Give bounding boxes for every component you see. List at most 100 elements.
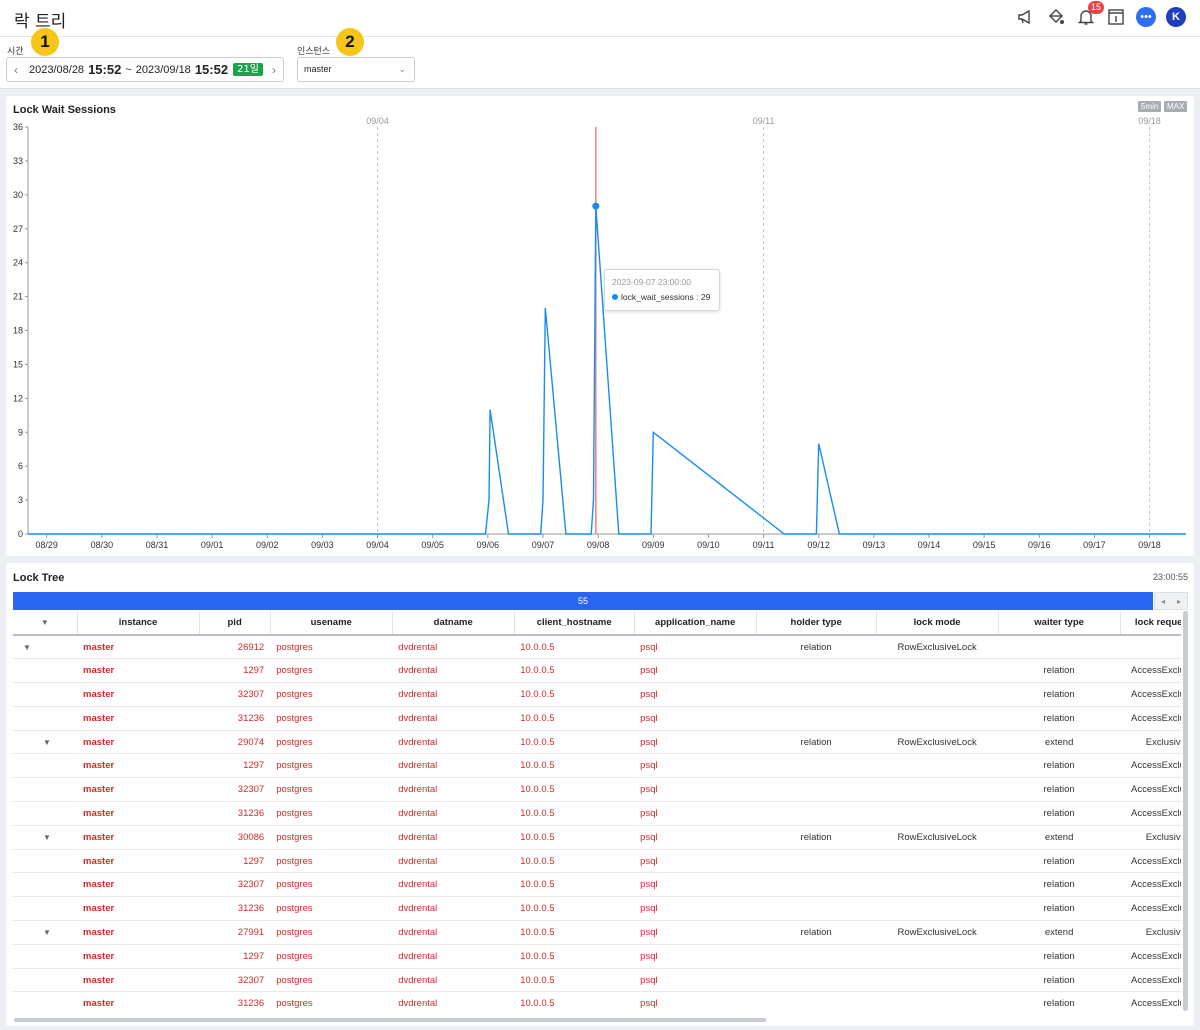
column-scroll-buttons[interactable]: ◂ ▸ [1154,592,1188,610]
table-row[interactable]: ▼ master 26912 postgres dvdrental 10.0.0.5 psq… [13,635,1181,660]
table-row[interactable]: master 32307 postgres dvdrental 10.0.0.5 psql… [13,872,1181,898]
column-header[interactable]: lock mode [876,611,999,636]
column-header[interactable]: usename [270,611,393,636]
cell-req: AccessExclusiv [1120,682,1181,707]
caret-down-icon[interactable]: ▼ [43,737,51,747]
cell-datname: dvdrental [392,968,515,993]
cell-req: ExclusiveLo [1120,730,1181,755]
caret-down-icon[interactable]: ▼ [43,832,51,842]
lock-tree-table: ▼ instance pid usename datname client_ho… [13,611,1181,1015]
cell-datname: dvdrental [392,658,515,684]
cell-pid: 32307 [199,682,271,707]
caret-down-icon[interactable]: ▼ [43,927,51,937]
column-header[interactable]: lock reques [1120,611,1181,636]
vertical-scrollbar[interactable] [1183,611,1188,1011]
horizontal-scrollbar[interactable] [14,1018,766,1022]
row-toggle [13,991,78,1015]
next-range-chevron-icon[interactable]: › [272,62,276,77]
table-row[interactable]: master 1297 postgres dvdrental 10.0.0.5 psql r… [13,944,1181,969]
cell-holder [756,991,877,1015]
cell-holder [756,968,877,993]
table-row[interactable]: master 32307 postgres dvdrental 10.0.0.5 psql… [13,968,1181,993]
time-start-clock: 15:52 [88,62,122,77]
column-header[interactable]: holder type [756,611,877,636]
top-date-label: 09/04 [366,116,389,126]
x-tick-label: 09/18 [1138,540,1161,550]
table-row[interactable]: ▼ master 27991 postgres dvdrental 10.0.0.5 psq… [13,920,1181,945]
x-tick-label: 08/31 [146,540,169,550]
cell-host: 10.0.0.5 [514,753,635,779]
chat-icon[interactable]: ••• [1136,7,1156,27]
scroll-right-icon[interactable]: ▸ [1176,596,1181,606]
cell-usename: postgres [270,777,393,803]
row-toggle [13,872,78,898]
cell-holder [756,896,877,922]
column-header[interactable]: client_hostname [514,611,635,636]
cell-mode [876,991,999,1015]
table-row[interactable]: master 31236 postgres dvdrental 10.0.0.5 psql… [13,706,1181,731]
table-row[interactable]: ▼ master 30086 postgres dvdrental 10.0.0.5 psq… [13,825,1181,850]
interval-tag[interactable]: 5min [1138,101,1162,112]
cell-pid: 31236 [199,706,271,731]
column-header[interactable]: instance [77,611,200,636]
user-avatar[interactable]: K [1166,7,1186,27]
cell-app: psql [634,706,757,731]
table-row[interactable]: master 32307 postgres dvdrental 10.0.0.5 psql… [13,777,1181,803]
table-row[interactable]: master 32307 postgres dvdrental 10.0.0.5 psql… [13,682,1181,707]
table-row[interactable]: master 31236 postgres dvdrental 10.0.0.5 psql… [13,991,1181,1015]
table-row[interactable]: ▼ master 29074 postgres dvdrental 10.0.0.5 psq… [13,730,1181,755]
time-range-picker[interactable]: ‹ 2023/08/28 15:52 ~ 2023/09/18 15:52 21… [6,57,284,82]
x-tick-label: 09/05 [421,540,444,550]
row-toggle[interactable]: ▼ [13,825,78,850]
cell-mode [876,658,999,684]
cell-waiter: relation [998,801,1121,826]
row-toggle [13,801,78,826]
cell-waiter: relation [998,658,1121,684]
column-header[interactable]: datname [392,611,515,636]
cell-instance: master [77,658,200,684]
cell-datname: dvdrental [392,825,515,850]
cell-instance: master [77,991,200,1015]
row-toggle[interactable]: ▼ [13,920,78,945]
scroll-left-icon[interactable]: ◂ [1160,596,1165,606]
paint-bucket-icon[interactable] [1046,7,1066,27]
expand-all-header[interactable]: ▼ [13,611,78,636]
table-row[interactable]: master 1297 postgres dvdrental 10.0.0.5 psql r… [13,849,1181,874]
megaphone-icon[interactable] [1016,7,1036,27]
column-header[interactable]: pid [199,611,271,636]
caret-down-icon[interactable]: ▼ [23,642,31,652]
cell-mode [876,896,999,922]
tooltip-time: 2023-09-07 23:00:00 [612,277,691,287]
cell-holder: relation [756,920,877,945]
row-toggle[interactable]: ▼ [13,730,78,755]
instance-select[interactable]: master ⌄ [297,57,415,82]
prev-range-chevron-icon[interactable]: ‹ [14,62,18,77]
cell-host: 10.0.0.5 [514,920,635,945]
row-toggle[interactable]: ▼ [13,635,78,660]
row-toggle [13,968,78,993]
instance-label: 인스턴스 [297,47,331,57]
table-row[interactable]: master 1297 postgres dvdrental 10.0.0.5 psql r… [13,753,1181,779]
y-tick-label: 0 [18,529,23,539]
highlight-point[interactable] [592,202,600,210]
cell-app: psql [634,801,757,826]
table-row[interactable]: master 1297 postgres dvdrental 10.0.0.5 psql r… [13,658,1181,684]
x-tick-label: 09/07 [532,540,555,550]
table-row[interactable]: master 31236 postgres dvdrental 10.0.0.5 psql… [13,896,1181,922]
cell-instance: master [77,849,200,874]
cell-app: psql [634,635,757,660]
cell-host: 10.0.0.5 [514,944,635,969]
cell-waiter: relation [998,991,1121,1015]
column-header[interactable]: application_name [634,611,757,636]
row-toggle [13,682,78,707]
aggregation-tag[interactable]: MAX [1164,101,1188,112]
table-row[interactable]: master 31236 postgres dvdrental 10.0.0.5 psql… [13,801,1181,826]
x-tick-label: 09/17 [1083,540,1106,550]
x-tick-label: 09/01 [201,540,224,550]
bell-icon[interactable]: 15 [1076,1,1104,27]
info-panel-icon[interactable] [1106,7,1126,27]
cell-host: 10.0.0.5 [514,896,635,922]
cell-pid: 29074 [199,730,271,755]
column-header[interactable]: waiter type [998,611,1121,636]
